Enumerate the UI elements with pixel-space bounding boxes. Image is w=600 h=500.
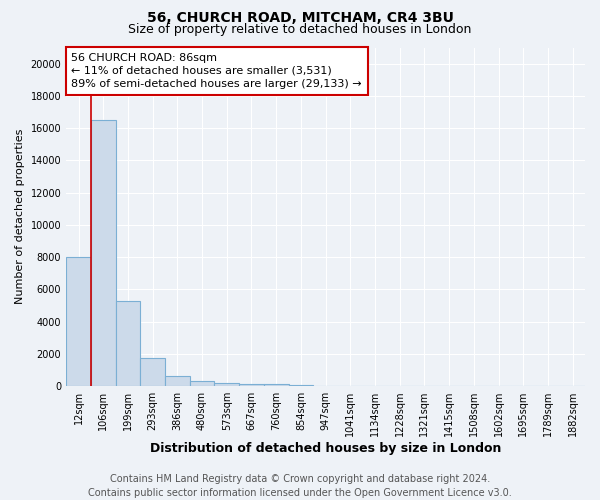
Bar bbox=[264, 384, 289, 386]
Bar bbox=[165, 376, 190, 386]
Y-axis label: Number of detached properties: Number of detached properties bbox=[15, 129, 25, 304]
Bar bbox=[214, 383, 239, 386]
Text: Contains HM Land Registry data © Crown copyright and database right 2024.
Contai: Contains HM Land Registry data © Crown c… bbox=[88, 474, 512, 498]
Text: 56 CHURCH ROAD: 86sqm
← 11% of detached houses are smaller (3,531)
89% of semi-d: 56 CHURCH ROAD: 86sqm ← 11% of detached … bbox=[71, 52, 362, 89]
Bar bbox=[140, 358, 165, 386]
X-axis label: Distribution of detached houses by size in London: Distribution of detached houses by size … bbox=[150, 442, 501, 455]
Bar bbox=[239, 384, 264, 386]
Bar bbox=[91, 120, 116, 386]
Bar bbox=[66, 257, 91, 386]
Text: 56, CHURCH ROAD, MITCHAM, CR4 3BU: 56, CHURCH ROAD, MITCHAM, CR4 3BU bbox=[146, 11, 454, 25]
Bar bbox=[190, 381, 214, 386]
Bar bbox=[116, 300, 140, 386]
Text: Size of property relative to detached houses in London: Size of property relative to detached ho… bbox=[128, 22, 472, 36]
